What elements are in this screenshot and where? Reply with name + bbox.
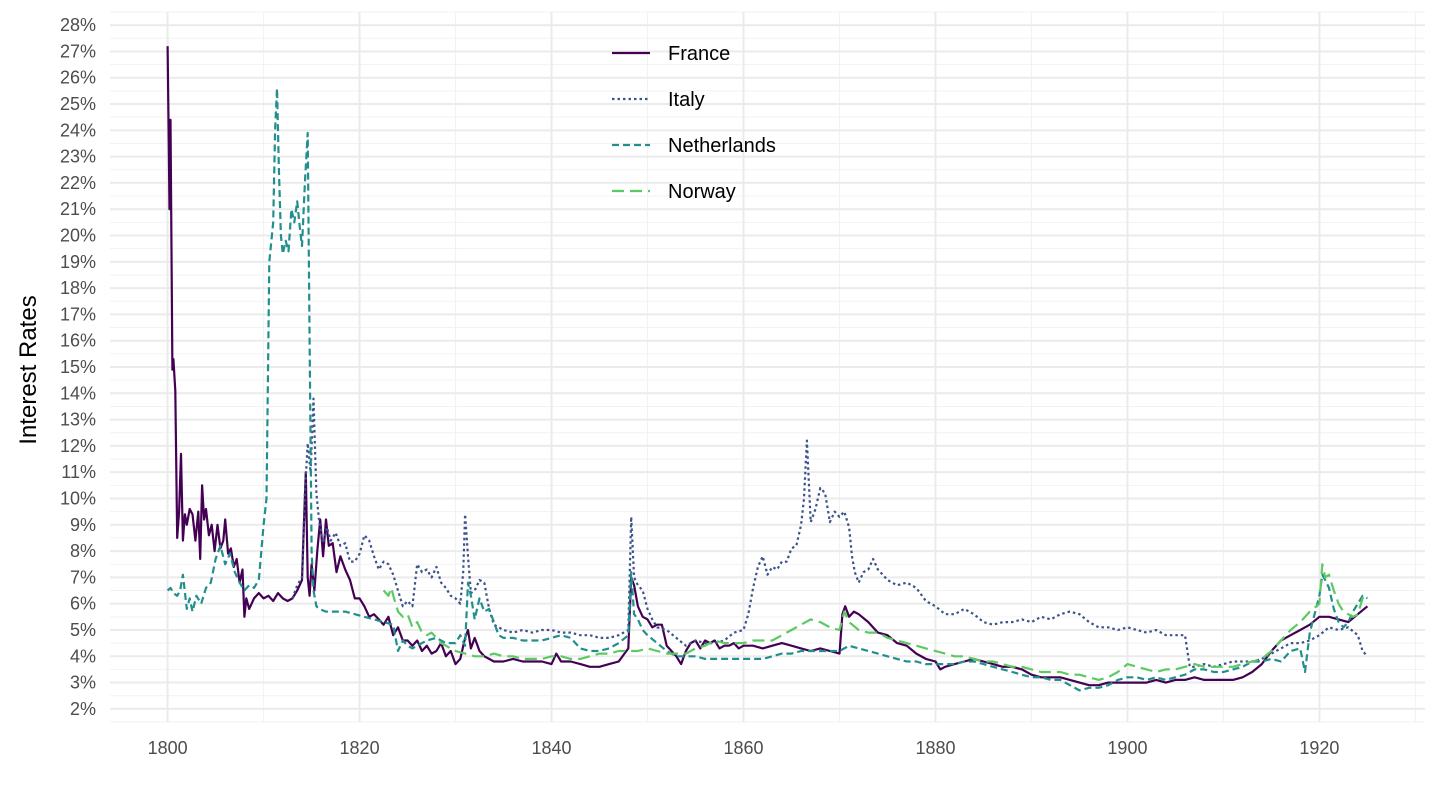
y-tick-label: 3% — [70, 673, 96, 693]
legend-label-france: France — [668, 43, 730, 65]
series-lines — [166, 46, 1369, 692]
x-tick-label: 1820 — [340, 738, 380, 758]
series-line-france — [166, 46, 1369, 687]
y-tick-label: 4% — [70, 646, 96, 666]
series-line-netherlands — [166, 87, 1368, 692]
y-tick-label: 13% — [60, 410, 96, 430]
y-tick-label: 8% — [70, 541, 96, 561]
minor-gridlines — [110, 11, 1425, 723]
major-gridlines — [110, 12, 1425, 722]
y-axis-title: Interest Rates — [15, 295, 42, 444]
y-tick-label: 18% — [60, 278, 96, 298]
legend-label-netherlands: Netherlands — [668, 135, 776, 157]
x-tick-label: 1920 — [1299, 738, 1339, 758]
y-tick-label: 11% — [61, 462, 96, 482]
y-tick-label: 17% — [60, 304, 96, 324]
y-tick-label: 10% — [60, 488, 96, 508]
y-tick-label: 12% — [60, 436, 96, 456]
y-tick-label: 25% — [60, 94, 96, 114]
series-line-italy — [291, 397, 1369, 668]
x-tick-label: 1860 — [723, 738, 763, 758]
y-tick-label: 20% — [60, 226, 96, 246]
x-tick-label: 1800 — [148, 738, 188, 758]
y-tick-label: 16% — [60, 331, 96, 351]
legend-label-norway: Norway — [668, 181, 736, 203]
y-tick-label: 23% — [60, 147, 96, 167]
y-tick-label: 15% — [60, 357, 96, 377]
y-tick-label: 9% — [70, 515, 96, 535]
y-tick-label: 6% — [70, 594, 96, 614]
legend-label-italy: Italy — [668, 89, 705, 111]
y-tick-label: 26% — [60, 68, 96, 88]
x-tick-label: 1880 — [915, 738, 955, 758]
x-tick-label: 1900 — [1107, 738, 1147, 758]
legend: France Italy Netherlands Norway — [612, 43, 776, 203]
y-tick-label: 7% — [70, 567, 96, 587]
y-tick-label: 2% — [70, 699, 96, 719]
x-tick-label: 1840 — [532, 738, 572, 758]
y-tick-label: 21% — [60, 199, 96, 219]
series-line-norway — [382, 563, 1369, 681]
y-tick-label: 28% — [60, 15, 96, 35]
y-tick-label: 19% — [60, 252, 96, 272]
y-tick-label: 27% — [60, 41, 96, 61]
y-tick-label: 22% — [60, 173, 96, 193]
y-tick-label: 14% — [60, 383, 96, 403]
y-tick-label: 24% — [60, 120, 96, 140]
x-axis-tick-labels: 1800 1820 1840 1860 1880 1900 1920 — [148, 738, 1340, 758]
y-tick-label: 5% — [70, 620, 96, 640]
y-axis-tick-labels: 2% 3% 4% 5% 6% 7% 8% 9% 10% 11% 12% 13% 14% 15% 16% 17%… — [60, 15, 96, 719]
